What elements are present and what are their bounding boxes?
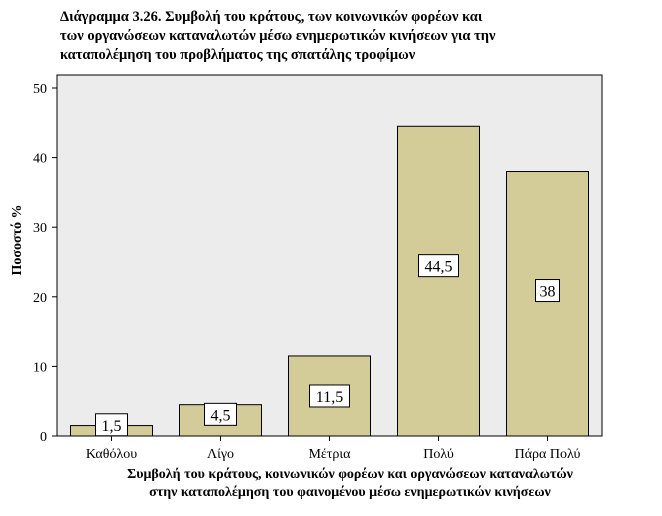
data-label-box-3 (418, 254, 459, 278)
bar-4 (506, 171, 589, 437)
y-tick-label-0: 0 (40, 430, 47, 445)
data-label-2: 11,5 (316, 389, 343, 406)
x-tick-label-2: Μέτρια (308, 447, 351, 462)
x-tick-label-4: Πάρα Πολύ (515, 447, 581, 462)
y-axis-label: Ποσοστό % (10, 204, 25, 276)
x-tick-label-1: Λίγο (207, 447, 234, 462)
data-label-1: 4,5 (211, 407, 231, 424)
y-tick-label-2: 20 (33, 291, 47, 306)
data-label-box-4 (535, 279, 560, 303)
data-label-0: 1,5 (102, 418, 122, 435)
chart-title: Διάγραμμα 3.26. Συμβολή του κράτους, των… (60, 8, 650, 65)
data-label-box-1 (204, 402, 237, 426)
data-label-box-0 (95, 413, 128, 437)
chart-title-line-1: Διάγραμμα 3.26. Συμβολή του κράτους, των… (60, 9, 483, 25)
y-tick-label-3: 30 (33, 221, 47, 236)
x-tick-label-0: Καθόλου (86, 447, 137, 462)
x-axis-label-line-1: Συμβολή του κράτους, κοινωνικών φορέων κ… (127, 467, 573, 482)
y-tick-label-4: 40 (33, 152, 47, 167)
x-axis-label: Συμβολή του κράτους, κοινωνικών φορέων κ… (80, 466, 620, 502)
y-tick-label-5: 50 (33, 82, 47, 97)
x-axis-label-line-2: στην καταπολέμηση του φαινομένου μέσω εν… (149, 485, 551, 500)
chart-title-line-2: των οργανώσεων καταναλωτών μέσω ενημερωτ… (60, 28, 496, 44)
data-label-3: 44,5 (425, 259, 453, 276)
data-label-box-2 (309, 384, 350, 408)
bar-3 (397, 125, 480, 437)
x-tick-label-3: Πολύ (423, 447, 454, 462)
chart-title-line-3: καταπολέμηση του προβλήματος της σπατάλη… (60, 47, 416, 63)
y-tick-label-1: 10 (33, 360, 47, 375)
data-label-4: 38 (540, 284, 556, 301)
